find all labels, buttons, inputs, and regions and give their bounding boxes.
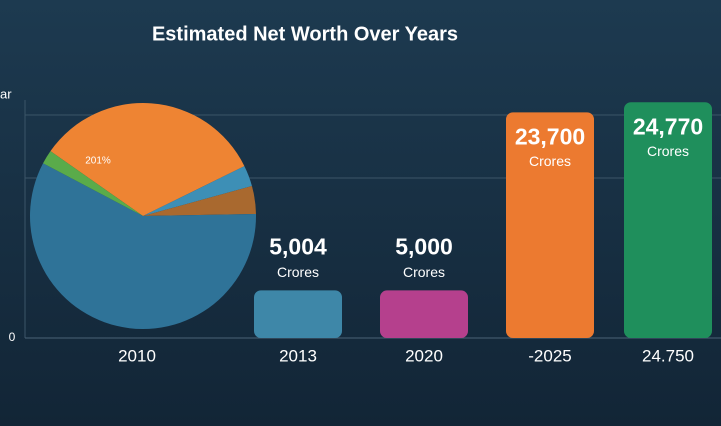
value-unit: Crores bbox=[403, 264, 445, 280]
bar bbox=[380, 290, 468, 338]
pie-slice bbox=[50, 103, 245, 216]
value-label: 5,004 bbox=[269, 233, 327, 259]
x-tick-label: 24.750 bbox=[642, 346, 694, 365]
x-tick-label: 2013 bbox=[279, 346, 317, 365]
pie-annotation: 201% bbox=[85, 156, 111, 167]
value-unit: Crores bbox=[647, 143, 689, 159]
pie-slice bbox=[29, 163, 257, 330]
chart-title: Estimated Net Worth Over Years bbox=[152, 23, 458, 45]
pie-slice bbox=[143, 166, 252, 216]
pie-slice bbox=[143, 185, 256, 216]
value-label: 23,700 bbox=[515, 123, 585, 149]
y-axis-label: ar bbox=[0, 86, 12, 101]
bar bbox=[506, 112, 594, 338]
value-unit: Crores bbox=[529, 153, 571, 169]
bar bbox=[624, 102, 712, 338]
value-label: 24,770 bbox=[633, 113, 703, 139]
x-tick-label: 2020 bbox=[405, 346, 443, 365]
x-tick-label: -2025 bbox=[528, 346, 571, 365]
x-tick-label: 2010 bbox=[118, 346, 156, 365]
value-unit: Crores bbox=[277, 264, 319, 280]
value-label: 5,000 bbox=[395, 233, 453, 259]
y-tick-label: 0 bbox=[9, 330, 16, 344]
bar bbox=[254, 290, 342, 338]
pie-slice bbox=[43, 151, 143, 216]
